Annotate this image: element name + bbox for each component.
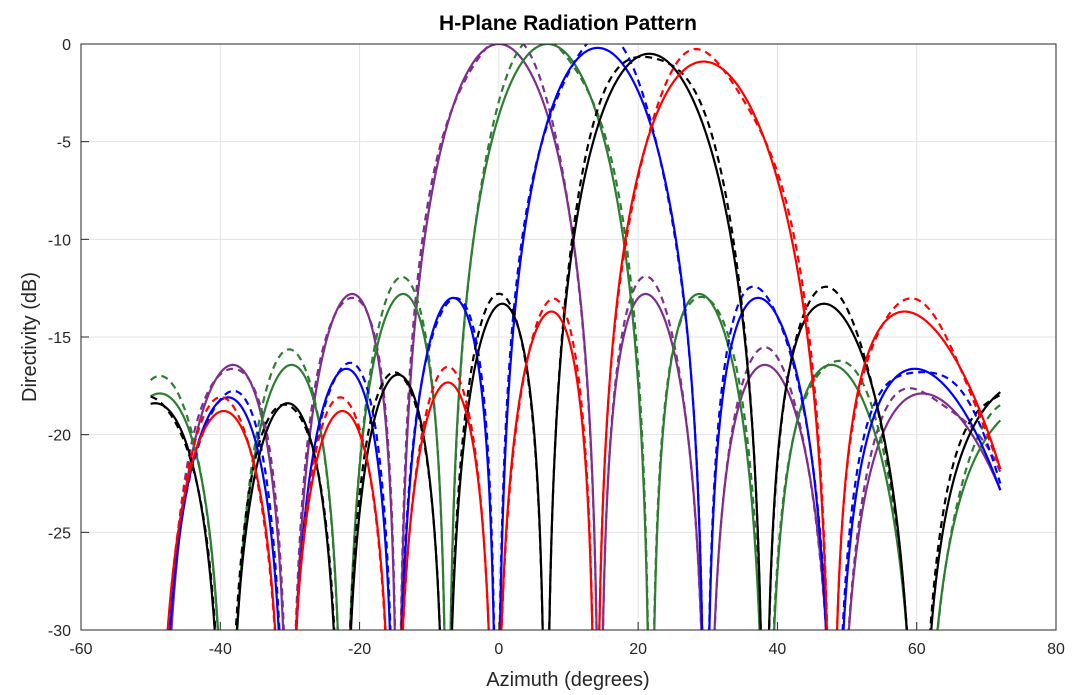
y-tick-label: -5 [57,135,71,152]
series-line [168,44,1002,630]
x-tick-label: 40 [769,641,787,658]
y-tick-label: 0 [62,37,71,54]
series-line [166,60,1002,630]
series-line [149,44,1002,630]
chart-title: H-Plane Radiation Pattern [439,12,697,35]
series-curves [149,44,1002,630]
x-tick-label: -20 [348,641,371,658]
y-tick-label: -20 [48,428,71,445]
axis-ticks: -60 -40 -20 0 20 40 60 80 0 -5 -10 -15 -20 -25 -30 [48,37,1065,658]
x-tick-label: 0 [494,641,503,658]
y-tick-label: -10 [48,232,71,249]
series-line [149,55,1002,630]
y-axis-label: Directivity (dB) [19,272,41,402]
y-tick-label: -15 [48,330,71,347]
x-tick-label: 20 [629,641,647,658]
series-line [169,44,1002,630]
x-tick-label: 80 [1047,641,1065,658]
x-tick-label: -60 [69,641,92,658]
x-tick-label: 60 [908,641,926,658]
x-axis-label: Azimuth (degrees) [486,669,649,691]
y-tick-label: -30 [48,623,71,640]
series-line [166,47,1002,630]
x-tick-label: -40 [209,641,232,658]
y-tick-label: -25 [48,525,71,542]
series-line [149,52,1002,630]
